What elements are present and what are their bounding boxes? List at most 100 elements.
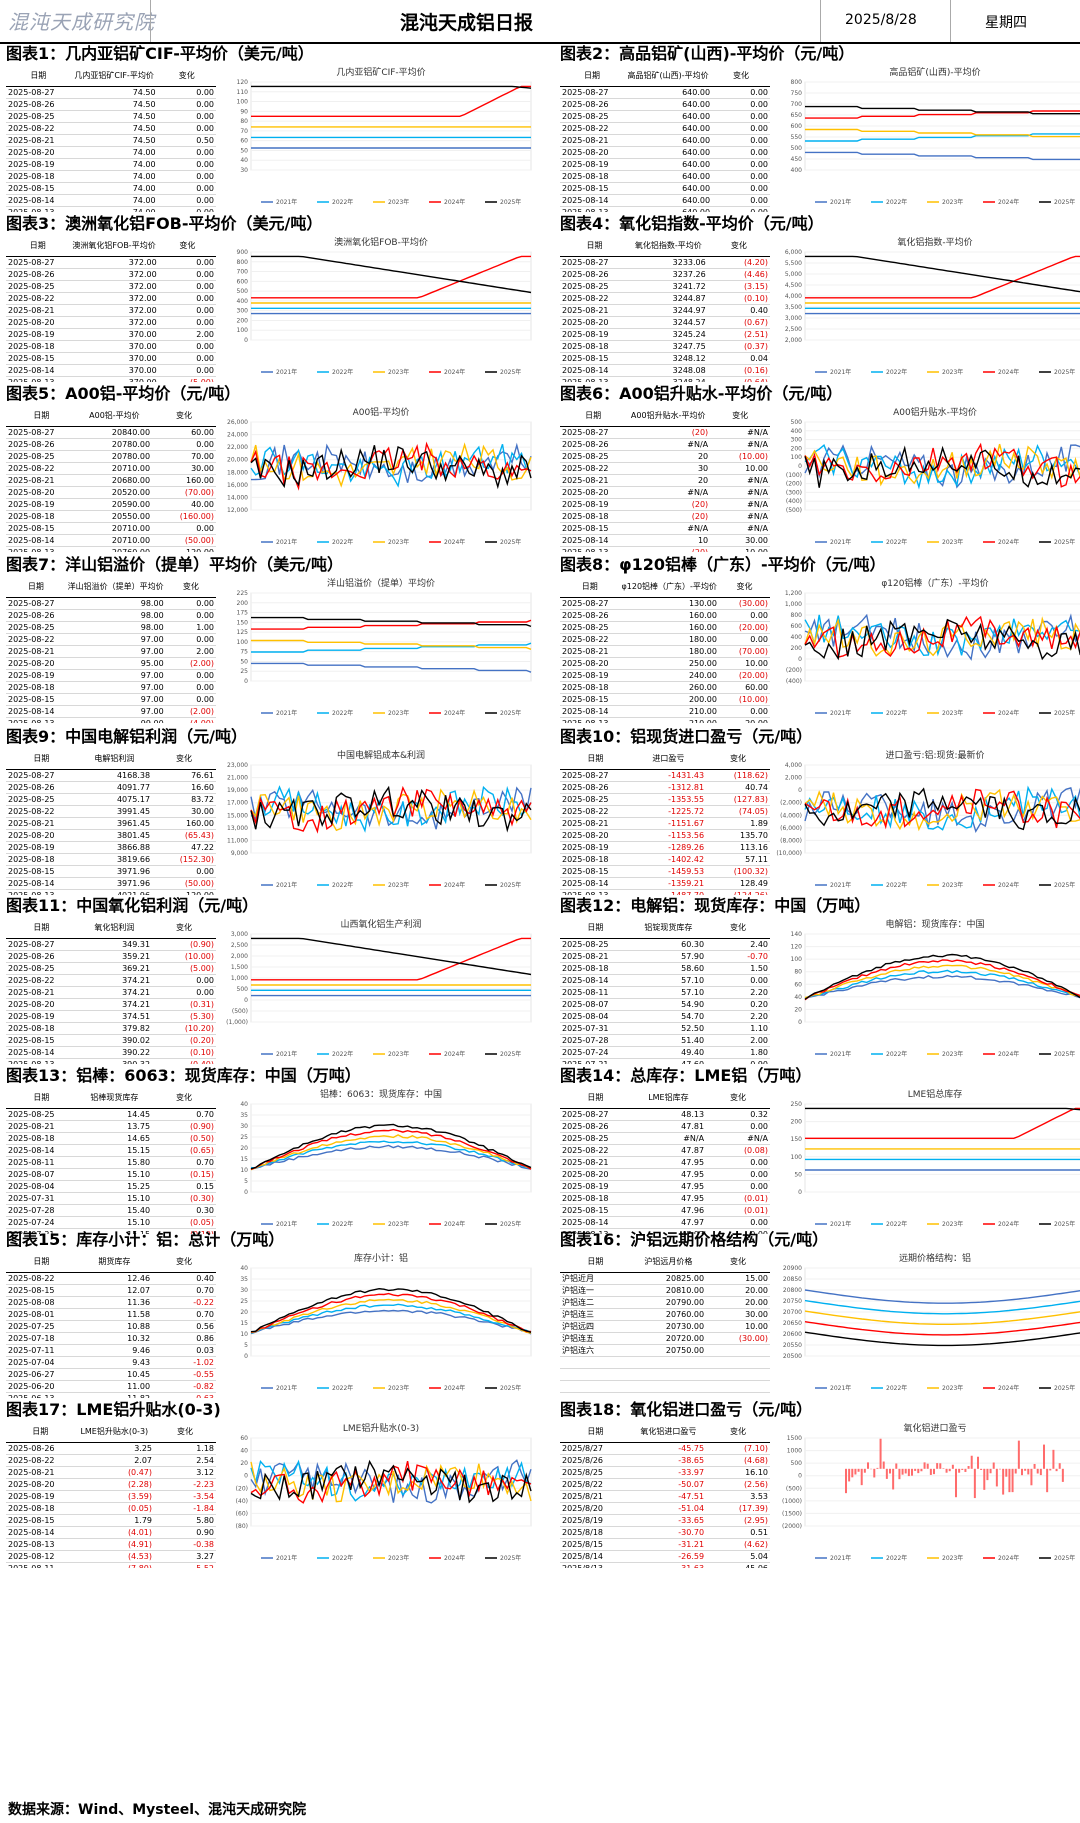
y-tick-label: 60 bbox=[240, 1435, 248, 1442]
table-cell: 2025/8/13 bbox=[560, 1563, 631, 1568]
table-cell: 0.00 bbox=[196, 88, 214, 97]
table-row: 2025-08-21 74.50 0.50 bbox=[6, 135, 216, 147]
column-header: LME铝升贴水(0-3) bbox=[74, 1420, 154, 1443]
y-tick-label: 750 bbox=[791, 90, 803, 97]
table-cell: 640.00 bbox=[682, 196, 711, 205]
table-cell: 2025-08-25 bbox=[562, 1134, 609, 1143]
table-cell: 0.00 bbox=[750, 1122, 768, 1131]
legend-label: 2024年 bbox=[998, 881, 1019, 889]
y-tick-label: 50 bbox=[240, 658, 248, 665]
table-cell: 97.00 bbox=[140, 695, 164, 704]
data-table: 日期 期货库存 变化 2025-08-22 12.46 0.40 2025-08-15 12.… bbox=[6, 1250, 216, 1398]
y-tick-label: 20650 bbox=[783, 1320, 802, 1327]
y-tick-label: 100 bbox=[237, 639, 249, 646]
bar-mark bbox=[973, 1468, 976, 1499]
table-row: 2025-08-22 -1225.72 (74.05) bbox=[560, 806, 770, 818]
table-cell: 74.50 bbox=[132, 88, 156, 97]
table-cell: 4168.38 bbox=[116, 771, 151, 780]
table-row: 2025-08-25 640.00 0.00 bbox=[560, 111, 770, 123]
legend-label: 2025年 bbox=[1054, 709, 1075, 717]
table-cell: 0.00 bbox=[196, 635, 214, 644]
table-cell: 2025-08-14 bbox=[8, 196, 55, 205]
table-cell: #N/A bbox=[747, 440, 768, 449]
data-panel: 日期 高品铝矿(山西)-平均价 变化 2025-08-27 640.00 0.00 2025… bbox=[560, 64, 1080, 212]
table-cell: 640.00 bbox=[682, 88, 711, 97]
table-cell: (3.15) bbox=[743, 282, 768, 291]
legend-label: 2025年 bbox=[500, 1050, 521, 1058]
y-tick-label: 30 bbox=[240, 1287, 248, 1294]
table-cell: 1.79 bbox=[134, 1516, 152, 1525]
bar-mark bbox=[1024, 1468, 1027, 1471]
series-line bbox=[804, 1331, 1080, 1347]
table-cell: 2025-08-19 bbox=[8, 1012, 55, 1021]
table-row: 沪铝连二 20790.00 20.00 bbox=[560, 1297, 770, 1309]
table-row: 2025/8/22 -50.07 (2.56) bbox=[560, 1479, 770, 1491]
table-cell: 2025-08-25 bbox=[8, 964, 55, 973]
y-tick-label: 0 bbox=[798, 1019, 802, 1026]
table-cell: 2025-08-20 bbox=[8, 659, 55, 668]
table-cell: 640.00 bbox=[682, 184, 711, 193]
table-cell: 52.50 bbox=[681, 1024, 705, 1033]
series-group bbox=[804, 785, 1080, 834]
table-cell bbox=[631, 1369, 706, 1381]
y-tick-label: 250 bbox=[791, 1101, 803, 1108]
y-tick-label: (500) bbox=[786, 507, 802, 514]
table-row: 2025-08-18 (0.05) -1.84 bbox=[6, 1503, 216, 1515]
table-row: 2025-08-19 640.00 0.00 bbox=[560, 159, 770, 171]
y-tick-label: 2,500 bbox=[785, 326, 802, 333]
table-cell: 2.54 bbox=[196, 1456, 214, 1465]
table-row: 2025-08-25 4075.17 83.72 bbox=[6, 794, 216, 806]
legend-label: 2025年 bbox=[500, 538, 521, 546]
table-cell: 0.00 bbox=[750, 184, 768, 193]
table-cell: 0.70 bbox=[196, 1286, 214, 1295]
table-cell: 74.00 bbox=[132, 184, 156, 193]
column-header: 铝锭现货库存 bbox=[630, 916, 707, 939]
table-cell: (0.16) bbox=[743, 366, 768, 375]
table-cell: 2025-08-25 bbox=[8, 1110, 55, 1119]
legend-label: 2023年 bbox=[388, 1554, 409, 1562]
table-cell: 2025-08-21 bbox=[8, 647, 55, 656]
table-cell: 200.00 bbox=[688, 695, 717, 704]
table-cell: 2025-08-11 bbox=[562, 988, 609, 997]
table-cell: 2025-08-27 bbox=[562, 88, 609, 97]
series-group bbox=[251, 616, 532, 673]
table-cell: 20.00 bbox=[719, 718, 770, 723]
table-cell: (0.01) bbox=[743, 1206, 768, 1215]
legend-label: 2022年 bbox=[332, 1050, 353, 1058]
table-cell: 3971.96 bbox=[116, 867, 151, 876]
column-header: 日期 bbox=[560, 575, 620, 598]
table-cell: 14.45 bbox=[127, 1110, 151, 1119]
y-tick-label: (40) bbox=[236, 1498, 248, 1505]
data-panel: 日期 A00铝-平均价 变化 2025-08-27 20840.00 60.00 2025-… bbox=[6, 404, 546, 552]
y-tick-label: 450 bbox=[791, 156, 803, 163]
table-cell: (0.15) bbox=[189, 1170, 214, 1179]
y-tick-label: 400 bbox=[791, 167, 803, 174]
bar-mark bbox=[1011, 1468, 1014, 1493]
report-date: 2025/8/28 bbox=[845, 12, 917, 28]
legend-label: 2025年 bbox=[500, 368, 521, 376]
table-cell: 2025-08-18 bbox=[8, 342, 55, 351]
bar-mark bbox=[983, 1468, 986, 1490]
table-cell: 76.61 bbox=[191, 771, 214, 780]
table-cell: 370.00 bbox=[128, 330, 157, 339]
table-cell: (17.39) bbox=[738, 1504, 768, 1513]
table-cell: 374.21 bbox=[122, 1000, 151, 1009]
line-chart: LME铝总库存 250 200 150 100 50 0 2021年 2022年 2023年 202… bbox=[791, 1088, 1080, 1228]
table-row: 2025-08-134021.96120.00 bbox=[6, 890, 216, 895]
table-cell: 2025-08-14 bbox=[562, 879, 609, 888]
table-cell: -2.23 bbox=[193, 1480, 214, 1489]
y-tick-label: 4,000 bbox=[785, 293, 802, 300]
column-header: 日期 bbox=[6, 1086, 77, 1109]
legend-label: 2023年 bbox=[942, 881, 963, 889]
table-cell: 2025-08-15 bbox=[562, 524, 609, 533]
table-cell: 98.00 bbox=[140, 599, 164, 608]
table-cell: (10.20) bbox=[184, 1024, 214, 1033]
table-row bbox=[560, 1393, 770, 1399]
legend-label: 2024年 bbox=[998, 1050, 1019, 1058]
table-cell: 2025-08-18 bbox=[8, 1134, 55, 1143]
table-row: 2025-08-27 349.31 (0.90) bbox=[6, 939, 216, 951]
table-cell: 20780.00 bbox=[111, 452, 151, 461]
table-cell: 0.00 bbox=[750, 1158, 768, 1167]
column-header: 期货库存 bbox=[76, 1250, 153, 1273]
series-line bbox=[251, 255, 532, 294]
